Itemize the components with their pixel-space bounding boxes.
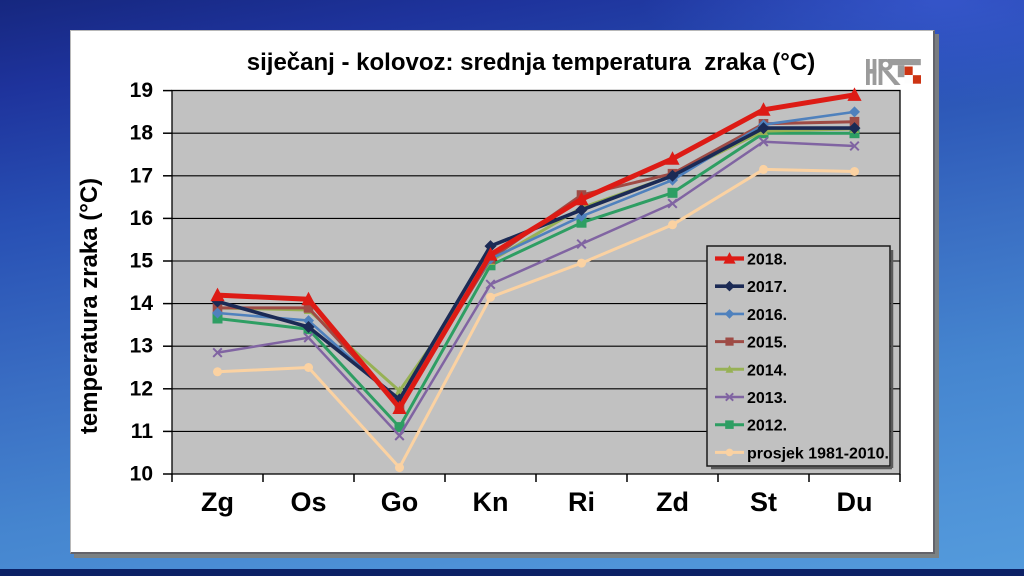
svg-text:Kn: Kn: [473, 487, 509, 517]
svg-text:10: 10: [130, 463, 153, 486]
svg-text:17: 17: [130, 164, 153, 187]
svg-text:Ri: Ri: [568, 487, 595, 517]
svg-text:2014.: 2014.: [747, 362, 787, 379]
svg-text:Du: Du: [837, 487, 873, 517]
svg-text:2018.: 2018.: [747, 252, 787, 269]
svg-text:2017.: 2017.: [747, 279, 787, 296]
svg-text:19: 19: [130, 79, 153, 102]
svg-text:Zg: Zg: [201, 487, 234, 517]
svg-text:2012.: 2012.: [747, 418, 787, 435]
svg-text:Os: Os: [290, 487, 326, 517]
svg-text:temperatura zraka (°C): temperatura zraka (°C): [76, 178, 103, 434]
svg-text:Zd: Zd: [656, 487, 689, 517]
svg-text:18: 18: [130, 122, 154, 145]
svg-text:16: 16: [130, 207, 153, 230]
svg-text:15: 15: [130, 250, 154, 273]
svg-text:12: 12: [130, 377, 153, 400]
svg-text:2015.: 2015.: [747, 335, 787, 352]
svg-text:11: 11: [131, 420, 154, 443]
svg-text:2016.: 2016.: [747, 307, 787, 324]
svg-text:14: 14: [130, 292, 154, 315]
svg-text:siječanj - kolovoz: srednja te: siječanj - kolovoz: srednja temperatura …: [247, 49, 815, 76]
svg-text:2013.: 2013.: [747, 390, 787, 407]
svg-text:St: St: [750, 487, 777, 517]
svg-text:13: 13: [130, 335, 153, 358]
svg-text:Go: Go: [381, 487, 419, 517]
svg-text:prosjek 1981-2010.: prosjek 1981-2010.: [747, 445, 889, 462]
